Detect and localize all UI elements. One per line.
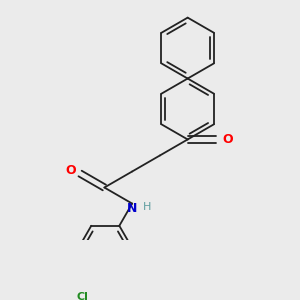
Text: Cl: Cl — [76, 292, 88, 300]
Text: O: O — [65, 164, 76, 177]
Text: O: O — [222, 133, 233, 146]
Text: H: H — [143, 202, 152, 212]
Text: N: N — [127, 202, 137, 215]
